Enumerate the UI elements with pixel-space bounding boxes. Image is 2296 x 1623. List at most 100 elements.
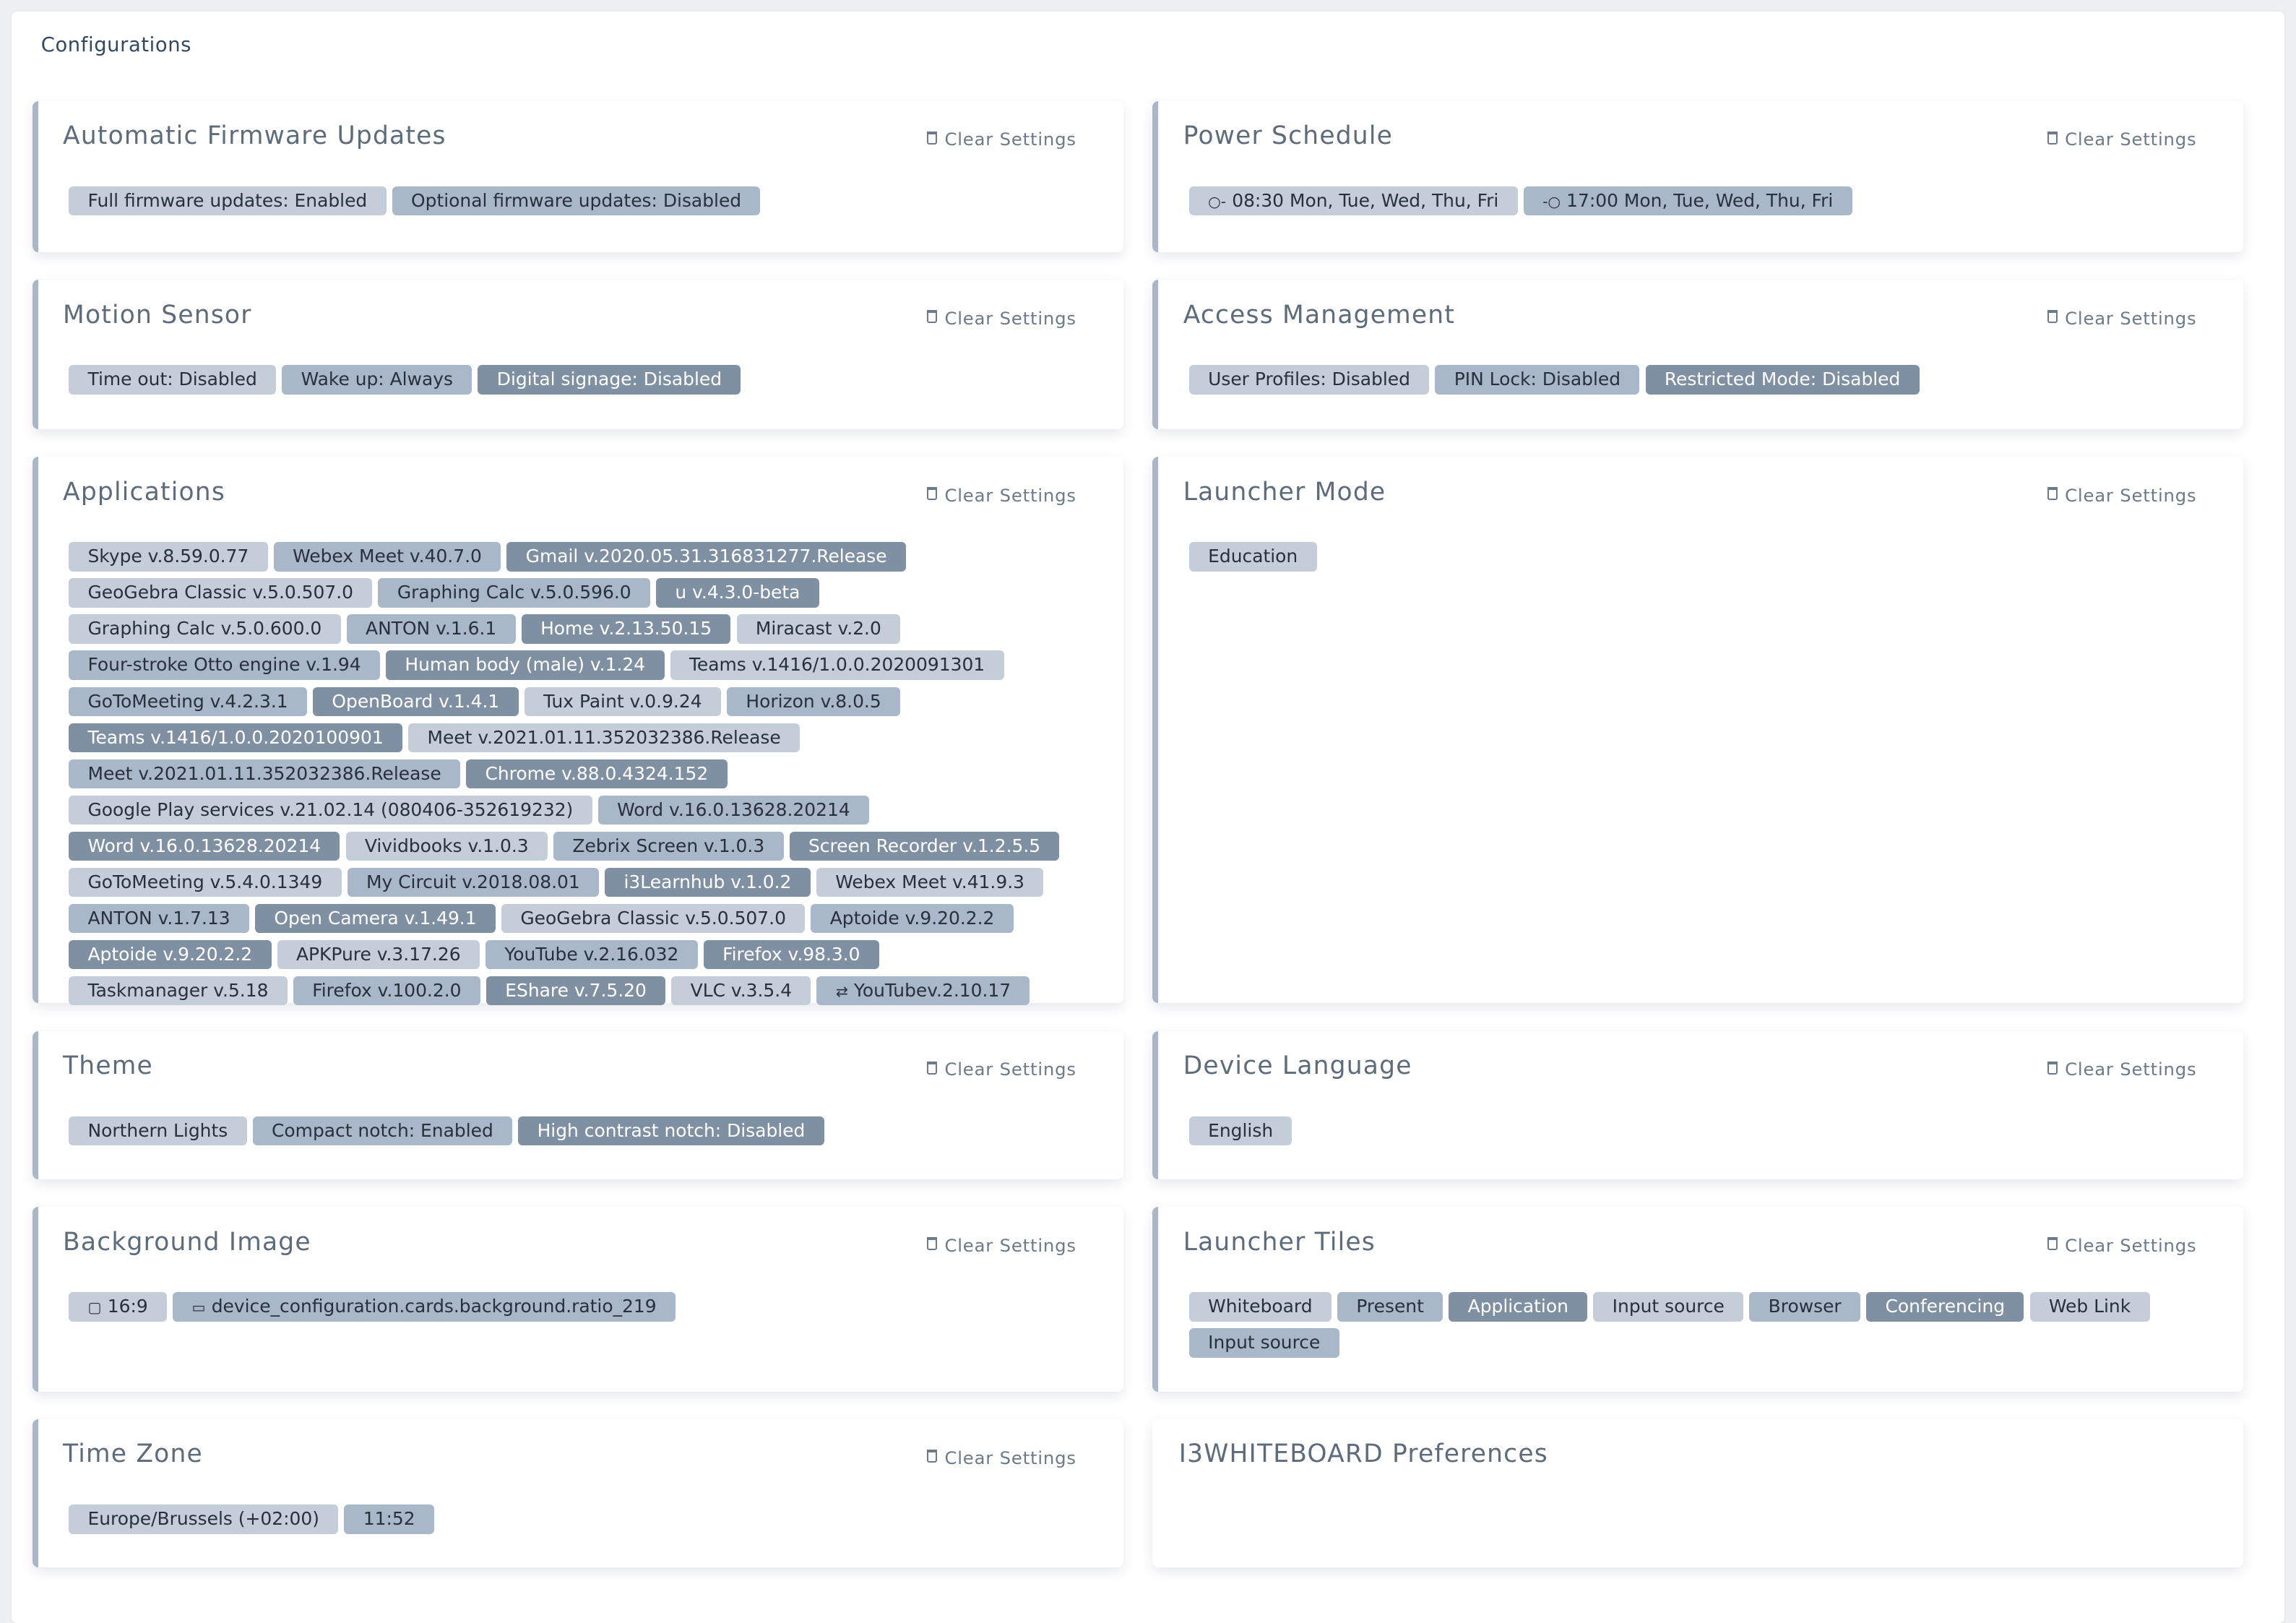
tag-list: Education <box>1186 539 2214 575</box>
tag: Chrome v.88.0.4324.152 <box>466 759 728 789</box>
tag: Open Camera v.1.49.1 <box>255 903 496 934</box>
clear-settings-button[interactable]: Clear Settings <box>2047 1235 2197 1256</box>
clear-settings-button[interactable]: Clear Settings <box>927 485 1076 506</box>
tag-list: ○- 08:30 Mon, Tue, Wed, Thu, Fri -○ 17:00 M… <box>1186 183 2214 219</box>
tag-text: Tux Paint v.0.9.24 <box>543 690 702 712</box>
clear-settings-button[interactable]: Clear Settings <box>927 1059 1076 1080</box>
tag-text: Firefox v.98.3.0 <box>722 943 860 965</box>
clear-settings-button[interactable]: Clear Settings <box>2047 308 2197 329</box>
tag: Graphing Calc v.5.0.596.0 <box>378 578 650 608</box>
clear-settings-button[interactable]: Clear Settings <box>927 1447 1076 1468</box>
tag: YouTube v.2.16.032 <box>485 939 698 970</box>
tag-text: Taskmanager v.5.18 <box>87 979 269 1001</box>
tag-list: Full firmware updates: Enabled Optional f… <box>66 183 1094 219</box>
card-title: Motion Sensor <box>63 300 252 330</box>
trash-icon <box>2047 309 2058 324</box>
tag-text: Teams v.1416/1.0.0.2020091301 <box>689 654 985 676</box>
card-device-language: Device Language Clear Settings English <box>1152 1030 2244 1179</box>
tag-text: Meet v.2021.01.11.352032386.Release <box>427 726 781 748</box>
tag: Conferencing <box>1866 1292 2024 1322</box>
tag-list: Northern Lights Compact notch: Enabled Hig… <box>66 1113 1094 1149</box>
tag-text: Full firmware updates: Enabled <box>87 189 368 211</box>
tag: APKPure v.3.17.26 <box>277 939 480 970</box>
trash-icon <box>2047 487 2058 501</box>
tag: Input source <box>1188 1328 1339 1358</box>
tag: PIN Lock: Disabled <box>1435 365 1640 395</box>
tag-list: Whiteboard Present Application Input source… <box>1186 1289 2214 1361</box>
tag-list: English <box>1186 1113 2214 1149</box>
tag: Education <box>1188 542 1317 572</box>
trash-icon <box>927 1061 938 1075</box>
tag-text: Application <box>1467 1296 1568 1317</box>
tag-text: Input source <box>1208 1332 1321 1353</box>
tag-text: Screen Recorder v.1.2.5.5 <box>808 835 1041 856</box>
card-title: I3WHITEBOARD Preferences <box>1178 1439 1548 1469</box>
card-power-schedule: Power Schedule Clear Settings ○- 08:30 Mon,… <box>1152 100 2244 252</box>
tag: Screen Recorder v.1.2.5.5 <box>789 831 1060 861</box>
clear-settings-button[interactable]: Clear Settings <box>927 129 1076 150</box>
tag: Full firmware updates: Enabled <box>69 186 387 216</box>
tag: Word v.16.0.13628.20214 <box>69 831 340 861</box>
trash-icon <box>927 487 938 501</box>
tag-text: Digital signage: Disabled <box>496 369 722 390</box>
clear-settings-label: Clear Settings <box>944 307 1076 329</box>
tag: EShare v.7.5.20 <box>485 976 666 1006</box>
tag-text: ANTON v.1.6.1 <box>366 618 497 640</box>
card-title: Time Zone <box>63 1439 203 1469</box>
card-theme: Theme Clear Settings Northern Lights Compac… <box>32 1030 1123 1179</box>
tag: Skype v.8.59.0.77 <box>69 542 268 572</box>
tag-list: Time out: Disabled Wake up: Always Digital… <box>66 362 1094 398</box>
tag-text: Present <box>1356 1296 1424 1317</box>
tag-text: Zebrix Screen v.1.0.3 <box>572 835 765 856</box>
tag-text: Meet v.2021.01.11.352032386.Release <box>87 762 441 784</box>
tag-text: YouTube v.2.16.032 <box>504 943 679 965</box>
clear-settings-button[interactable]: Clear Settings <box>2047 1059 2197 1080</box>
tag: ○- 08:30 Mon, Tue, Wed, Thu, Fri <box>1188 186 1518 216</box>
trash-icon <box>927 1449 938 1463</box>
tag-text: Graphing Calc v.5.0.596.0 <box>397 582 631 603</box>
tag-text: Compact notch: Enabled <box>272 1119 493 1141</box>
tag-text: Horizon v.8.0.5 <box>746 690 881 712</box>
tag: Tux Paint v.0.9.24 <box>524 686 721 717</box>
card-applications: Applications Clear Settings Skype v.8.59.0… <box>32 457 1123 1006</box>
cards-grid: Automatic Firmware Updates Clear Settings… <box>32 100 2244 1567</box>
tag-text: Web Link <box>2048 1296 2131 1317</box>
tag-text: Skype v.8.59.0.77 <box>87 546 249 567</box>
clear-settings-label: Clear Settings <box>944 1447 1076 1468</box>
tag: Miracast v.2.0 <box>736 614 901 644</box>
tag-text: YouTubev.2.10.17 <box>853 979 1011 1001</box>
card-title: Launcher Mode <box>1183 477 1386 507</box>
tag: Compact notch: Enabled <box>252 1116 513 1146</box>
tag-text: High contrast notch: Disabled <box>537 1119 806 1141</box>
tag-text: My Circuit v.2018.08.01 <box>366 871 580 892</box>
tag: Northern Lights <box>69 1116 247 1146</box>
tag: Taskmanager v.5.18 <box>69 976 288 1006</box>
clear-settings-label: Clear Settings <box>944 129 1076 150</box>
clear-settings-button[interactable]: Clear Settings <box>927 308 1076 329</box>
tag-text: Input source <box>1612 1296 1725 1317</box>
tag-text: GoToMeeting v.4.2.3.1 <box>87 690 288 712</box>
tag-text: Education <box>1208 546 1298 567</box>
tag: Zebrix Screen v.1.0.3 <box>553 831 784 861</box>
card-title: Access Management <box>1183 300 1456 330</box>
tag: Input source <box>1593 1292 1744 1322</box>
tag: Europe/Brussels (+02:00) <box>69 1504 339 1534</box>
tag: ANTON v.1.7.13 <box>69 903 249 934</box>
clear-settings-button[interactable]: Clear Settings <box>2047 485 2197 506</box>
tag: Webex Meet v.40.7.0 <box>273 542 501 572</box>
trash-icon <box>927 1237 938 1251</box>
tag: Wake up: Always <box>282 365 472 395</box>
tag: Meet v.2021.01.11.352032386.Release <box>408 723 800 753</box>
card-automatic-firmware-updates: Automatic Firmware Updates Clear Settings… <box>32 100 1123 252</box>
trash-icon <box>2047 1061 2058 1075</box>
tag: i3Learnhub v.1.0.2 <box>605 867 811 897</box>
card-background-image: Background Image Clear Settings ▢ 16:9 ▭ devi… <box>32 1207 1123 1392</box>
wide-ratio-icon: ▭ <box>191 1299 206 1317</box>
tag-text: Miracast v.2.0 <box>755 618 881 640</box>
clear-settings-button[interactable]: Clear Settings <box>2047 129 2197 150</box>
clear-settings-button[interactable]: Clear Settings <box>927 1235 1076 1256</box>
card-i3whiteboard-preferences: I3WHITEBOARD Preferences <box>1152 1419 2244 1567</box>
tag-text: Aptoide v.9.20.2.2 <box>829 907 995 929</box>
tag: Aptoide v.9.20.2.2 <box>811 903 1014 934</box>
tag-list: User Profiles: Disabled PIN Lock: Disable… <box>1186 362 2214 398</box>
